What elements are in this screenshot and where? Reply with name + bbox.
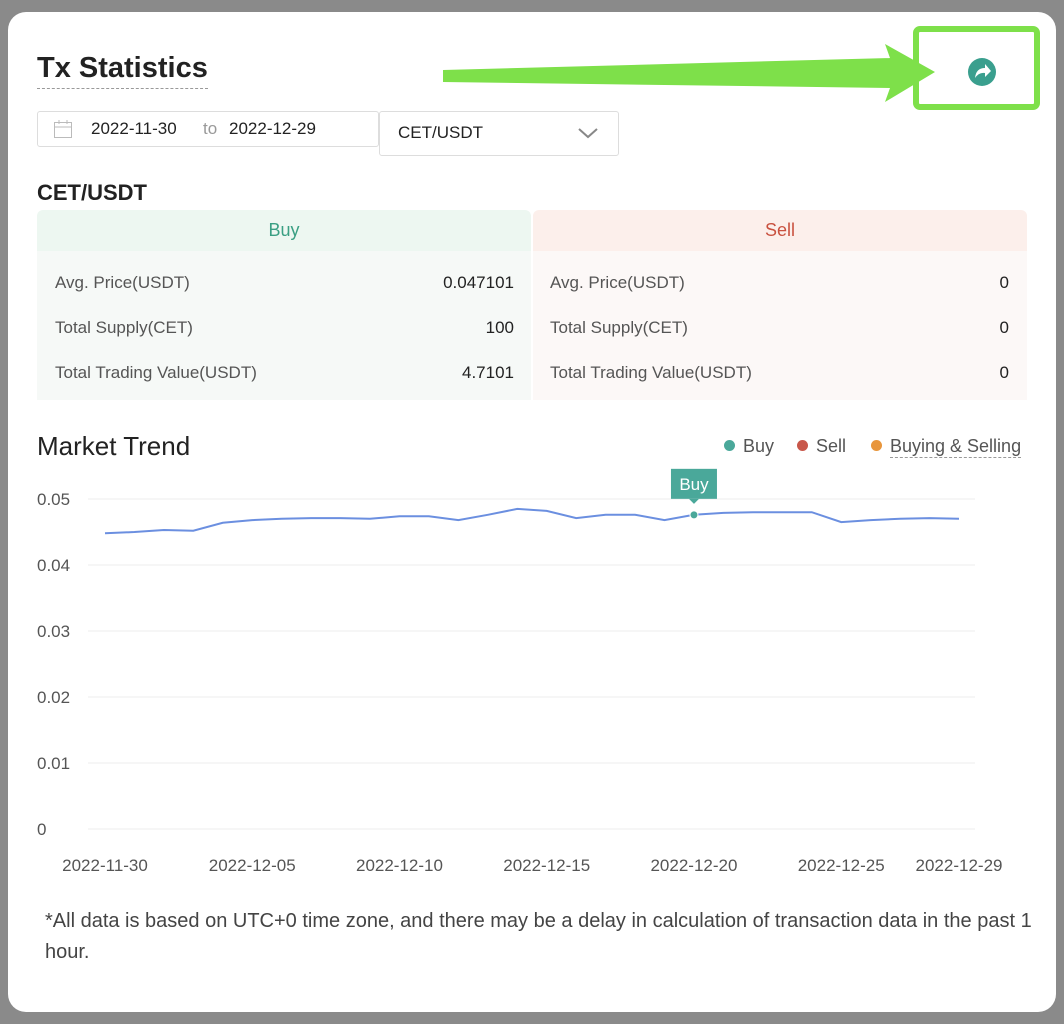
x-tick-label: 2022-11-30 [62,856,148,875]
y-tick-label: 0.04 [37,556,70,575]
legend-dot [724,440,735,451]
x-tick-label: 2022-12-10 [356,856,443,875]
buy-panel [37,251,531,400]
x-tick-label: 2022-12-15 [503,856,590,875]
sell-header: Sell [533,210,1027,251]
x-tick-label: 2022-12-25 [798,856,885,875]
buy-row-label: Avg. Price(USDT) [55,273,190,292]
legend-item[interactable]: Sell [816,436,847,456]
legend-dot [797,440,808,451]
sell-row-value: 0 [999,318,1009,337]
tooltip-text: Buy [679,475,709,494]
y-tick-label: 0 [37,820,46,839]
buy-row-value: 4.7101 [462,363,514,382]
tooltip-box [670,468,717,499]
sell-row-label: Total Supply(CET) [550,318,688,337]
end-date[interactable]: 2022-12-29 [229,119,316,138]
annotation [443,26,1040,110]
x-tick-label: 2022-12-20 [650,856,737,875]
trend-line [104,507,960,535]
tooltip-pointer [688,498,699,504]
y-tick-label: 0.01 [37,754,70,773]
calendar-icon [54,120,72,138]
buy-row-label: Total Supply(CET) [55,318,193,337]
chevron [578,128,598,139]
buy-row-label: Total Trading Value(USDT) [55,363,257,382]
sell-row-label: Avg. Price(USDT) [550,273,685,292]
sell-row-value: 0 [999,273,1009,292]
chart: 0 0.01 0.02 0.03 0.04 0.05 2022-11-30 2022-12-0… [37,468,1003,875]
y-tick-label: 0.03 [37,622,70,641]
x-tick-label: 2022-12-05 [209,856,296,875]
legend-item[interactable]: Buy [743,436,775,456]
date-range[interactable] [37,111,379,147]
market-trend-title: Market Trend [37,431,191,461]
legend-item[interactable]: Buying & Selling [890,436,1022,458]
pair-title: CET/USDT [37,180,147,205]
title: Tx Statistics [37,52,208,89]
footnote: *All data is based on UTC+0 time zone, a… [45,910,1032,963]
modal [8,12,1056,1012]
sell-row-value: 0 [999,363,1009,382]
sell-panel [533,251,1027,400]
x-tick-label: 2022-12-29 [916,856,1003,875]
start-date[interactable]: 2022-11-30 [91,119,177,138]
pair-select-value: CET/USDT [398,123,483,142]
y-tick-label: 0.05 [37,490,70,509]
to-label: to [203,119,218,138]
buy-header: Buy [37,210,531,251]
legend-dot [871,440,882,451]
y-tick-label: 0.02 [37,688,70,707]
buy-row-value: 0.047101 [443,273,514,292]
buy-row-value: 100 [485,318,514,337]
hover-point [689,510,699,520]
sell-row-label: Total Trading Value(USDT) [550,363,752,382]
pair-select[interactable] [379,111,619,156]
